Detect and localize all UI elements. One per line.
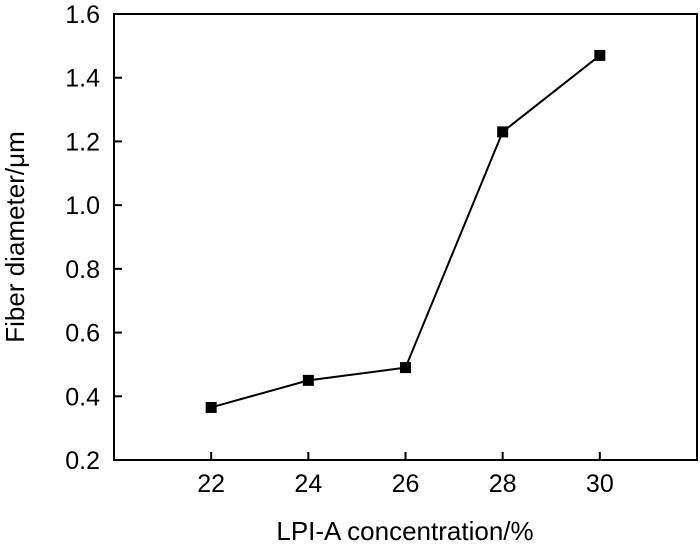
data-point-marker: [497, 126, 509, 138]
x-axis-title: LPI-A concentration/%: [276, 516, 533, 546]
x-tick-label: 24: [294, 470, 322, 498]
y-axis-title: Fiber diameter/μm: [0, 131, 30, 342]
x-tick-label: 30: [586, 470, 614, 498]
plot-frame: [113, 13, 698, 461]
y-axis-ticks: 0.2 0.4 0.6 0.8 1.0 1.2 1.4 1.6: [65, 1, 122, 475]
data-point-marker: [302, 374, 314, 386]
y-tick-label: 0.6: [65, 320, 100, 348]
y-tick-label: 1.6: [65, 1, 100, 29]
y-tick-label: 0.4: [65, 383, 100, 411]
x-tick-label: 22: [197, 470, 225, 498]
y-tick-label: 1.0: [65, 192, 100, 220]
series-layer: [205, 49, 606, 413]
x-axis-ticks: 22 24 26 28 30: [197, 452, 614, 498]
y-tick-label: 0.2: [65, 447, 100, 475]
series-line: [210, 54, 601, 409]
y-tick-label: 0.8: [65, 256, 100, 284]
y-tick-label: 1.2: [65, 128, 100, 156]
data-point-marker: [400, 362, 411, 374]
y-tick-label: 1.4: [65, 65, 100, 93]
x-tick-label: 26: [392, 470, 420, 498]
data-point-marker: [205, 401, 217, 413]
data-point-marker: [594, 49, 606, 61]
x-tick-label: 28: [489, 470, 517, 498]
